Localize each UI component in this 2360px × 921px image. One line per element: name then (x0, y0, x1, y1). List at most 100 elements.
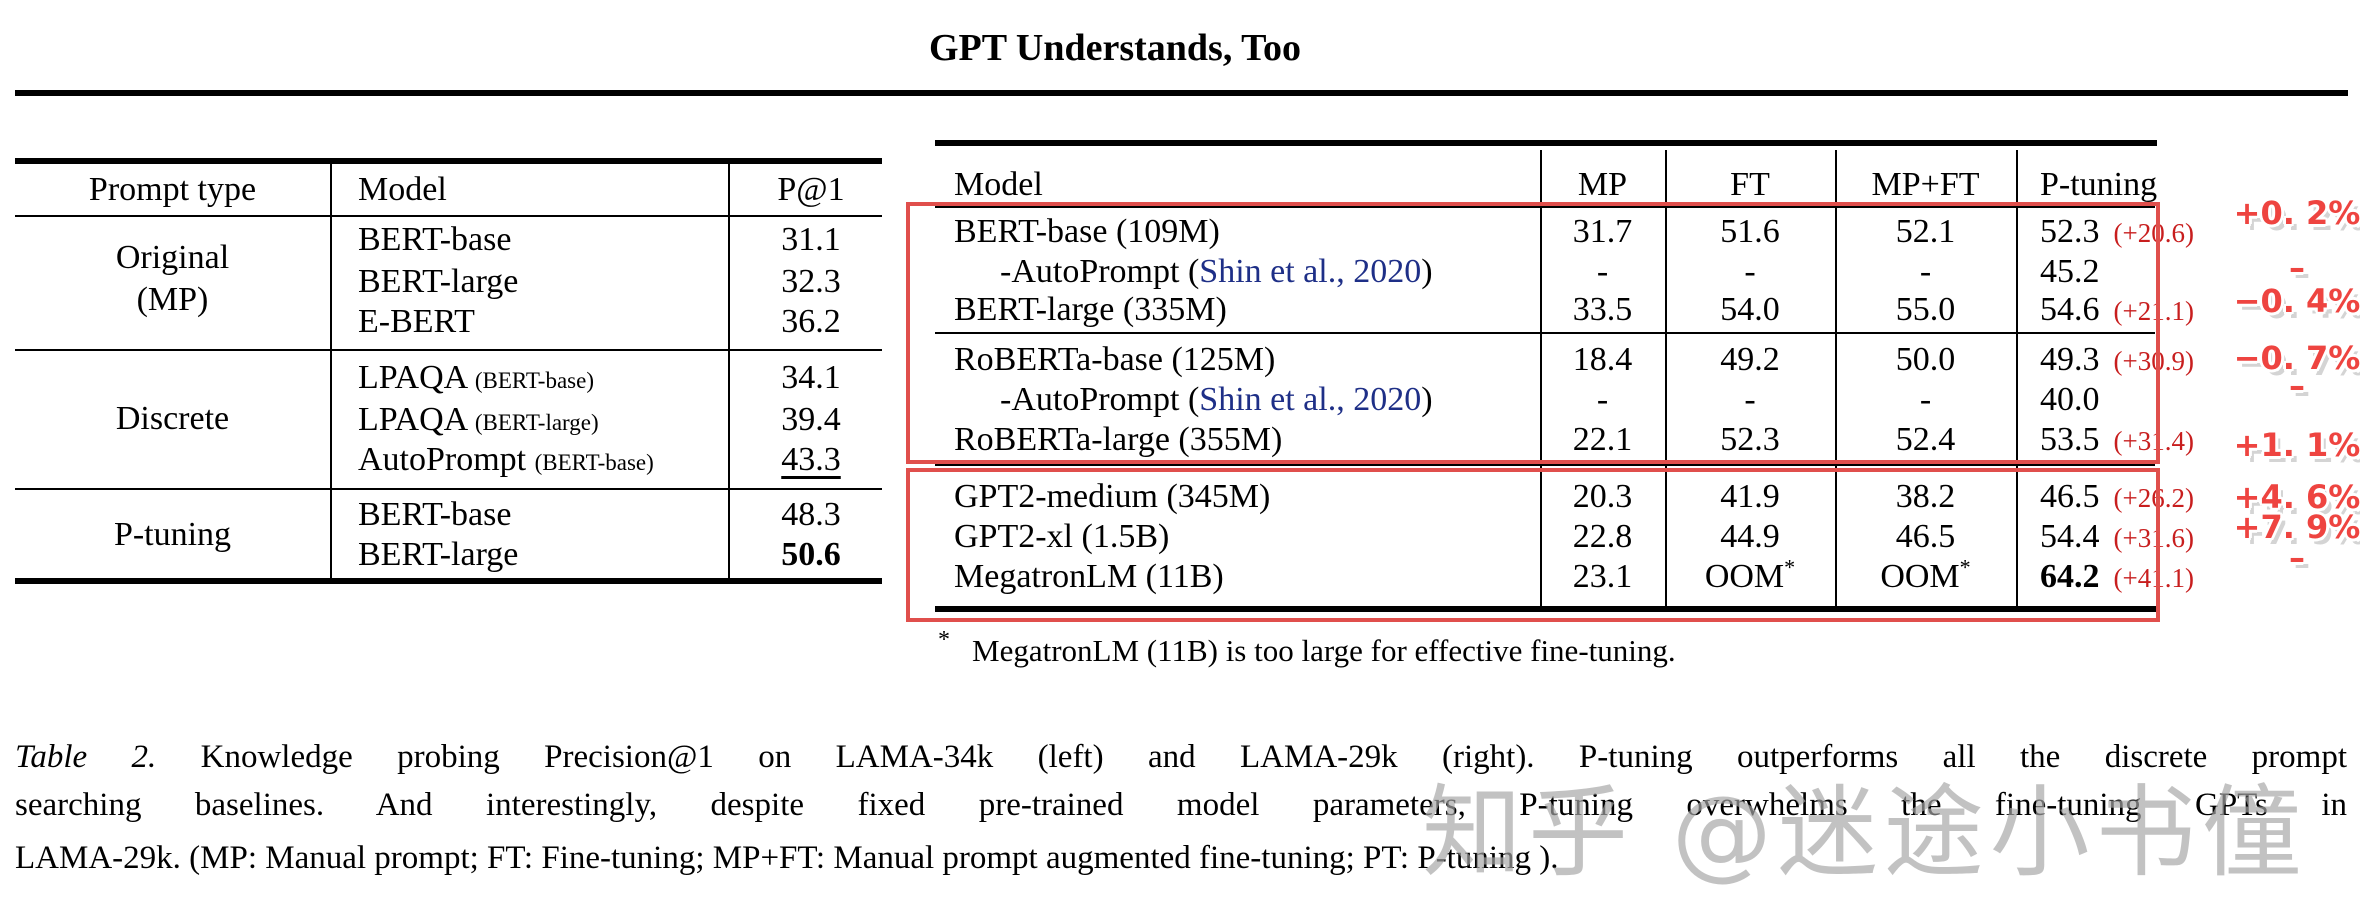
right-table-vline-3 (1835, 150, 1837, 606)
model-cell: BERT-base (358, 221, 512, 258)
pt-delta: (+30.9) (2113, 346, 2194, 376)
right-col-header-model: Model (954, 166, 1043, 203)
right-table-vline-1 (1540, 150, 1542, 606)
annotation-delta: – (2289, 249, 2305, 287)
pt-value: 49.3 (2040, 341, 2100, 378)
right-table-top-rule (935, 140, 2157, 146)
model-cell: -AutoPrompt (Shin et al., 2020) (1000, 380, 1433, 420)
zhihu-watermark: 知乎 @迷途小书僮 (1422, 774, 2308, 891)
left-table-vline-2 (728, 164, 730, 578)
pt-cell: 52.3 (+20.6) (2040, 212, 2194, 253)
pt-value: 54.4 (2040, 518, 2100, 555)
ft-cell: - (1744, 253, 1756, 290)
left-table-group-rule-2 (15, 488, 882, 490)
pt-delta: (+31.4) (2113, 426, 2194, 456)
right-table-mid-rule (935, 464, 2155, 466)
annotation-delta: +0. 2% (2233, 194, 2360, 232)
caption-line-3: LAMA-29k. (MP: Manual prompt; FT: Fine-t… (15, 840, 1559, 876)
annotation-delta: −0. 4% (2233, 282, 2360, 320)
right-table-vline-4 (2016, 150, 2018, 606)
pt-delta: (+26.2) (2113, 483, 2194, 513)
model-cell: AutoPrompt (358, 441, 527, 478)
oom-asterisk: * (1784, 554, 1796, 580)
right-table-vline-2 (1665, 150, 1667, 606)
model-prefix: -AutoPrompt ( (1000, 253, 1200, 290)
model-cell: -AutoPrompt (Shin et al., 2020) (1000, 252, 1433, 292)
ft-cell: 49.2 (1720, 341, 1780, 378)
pt-value: 54.6 (2040, 291, 2100, 328)
right-col-header-mpft: MP+FT (1871, 166, 1980, 203)
right-table-header-rule (935, 206, 2155, 208)
mpft-cell: OOM* (1835, 556, 2016, 597)
pt-delta: (+31.6) (2113, 523, 2194, 553)
model-cell: GPT2-medium (345M) (954, 478, 1271, 515)
mpft-cell: 50.0 (1895, 341, 1956, 378)
left-col-header-model: Model (358, 171, 447, 208)
mp-cell: 22.8 (1572, 518, 1633, 555)
ft-cell: - (1744, 381, 1756, 418)
mpft-cell: 55.0 (1895, 291, 1956, 328)
table-row: E-BERT (358, 302, 475, 342)
citation-link[interactable]: Shin et al., 2020 (1199, 381, 1422, 418)
annotation-delta: +1. 1% (2233, 426, 2360, 464)
oom-value: OOM (1880, 558, 1960, 595)
group-label-original-mp: (MP) (136, 281, 209, 318)
pt-delta: (+20.6) (2113, 218, 2194, 248)
value-cell: 48.3 (781, 496, 841, 533)
model-cell: BERT-large (358, 536, 519, 573)
left-col-header-p1: P@1 (777, 171, 845, 208)
group-label-original: Original (115, 239, 230, 276)
group-label-p-tuning: P-tuning (113, 516, 232, 553)
pt-cell: 40.0 (2040, 381, 2100, 418)
model-prefix: -AutoPrompt ( (1000, 381, 1200, 418)
underlined-value: 43.3 (781, 441, 841, 478)
pt-cell: 45.2 (2040, 253, 2100, 290)
mp-cell: 31.7 (1572, 213, 1633, 250)
ft-cell: 44.9 (1720, 518, 1780, 555)
annotation-delta: −0. 7% (2233, 339, 2360, 377)
citation-link[interactable]: Shin et al., 2020 (1199, 253, 1422, 290)
pt-cell: 54.4 (+31.6) (2040, 517, 2194, 558)
oom-value: OOM (1704, 558, 1785, 595)
mpft-cell: 52.4 (1895, 421, 1956, 458)
left-col-header-prompt-type: Prompt type (88, 171, 257, 208)
footnote-text: MegatronLM (11B) is too large for effect… (972, 633, 1676, 668)
value-cell: 34.1 (781, 359, 841, 396)
left-table-group-rule-1 (15, 349, 882, 351)
pt-delta: (+21.1) (2113, 296, 2194, 326)
model-note: (BERT-base) (534, 450, 654, 475)
right-col-header-ft: FT (1730, 166, 1770, 203)
pt-delta: (+41.1) (2113, 563, 2194, 593)
mpft-cell: - (1919, 253, 1932, 290)
model-cell: LPAQA (358, 359, 467, 396)
model-cell: BERT-large (358, 263, 519, 300)
best-value-cell: 50.6 (781, 536, 841, 573)
table-row: LPAQA (BERT-large) (358, 400, 599, 443)
caption-table-label: Table 2. (15, 739, 157, 775)
pt-value: 53.5 (2040, 421, 2100, 458)
value-cell: 36.2 (781, 303, 841, 340)
mp-cell: 23.1 (1572, 558, 1633, 595)
title-rule (15, 90, 2348, 96)
mp-cell: 18.4 (1572, 341, 1633, 378)
annotation-delta: – (2289, 539, 2305, 577)
caption-line-2: searching baselines. And interestingly, … (15, 787, 2347, 823)
mpft-cell: 52.1 (1895, 213, 1956, 250)
pt-value: 46.5 (2040, 478, 2100, 515)
annotation-delta: – (2289, 367, 2305, 405)
value-cell: 39.4 (781, 401, 841, 438)
right-col-header-mp: MP (1577, 166, 1628, 203)
table-row: BERT-base (358, 495, 511, 535)
group-label-discrete: Discrete (115, 400, 230, 437)
red-highlight-box-bert-roberta (906, 202, 2160, 464)
pt-cell: 64.2 (+41.1) (2040, 557, 2194, 598)
mpft-cell: 46.5 (1895, 518, 1956, 555)
pt-cell: 54.6 (+21.1) (2040, 290, 2194, 331)
right-col-header-p-tuning: P-tuning (2040, 166, 2158, 203)
model-cell: E-BERT (358, 303, 475, 340)
model-cell: LPAQA (358, 401, 467, 438)
model-note: (BERT-large) (474, 410, 599, 435)
mpft-cell: - (1919, 381, 1932, 418)
pt-value: 52.3 (2040, 213, 2100, 250)
model-cell: RoBERTa-base (125M) (954, 341, 1276, 378)
